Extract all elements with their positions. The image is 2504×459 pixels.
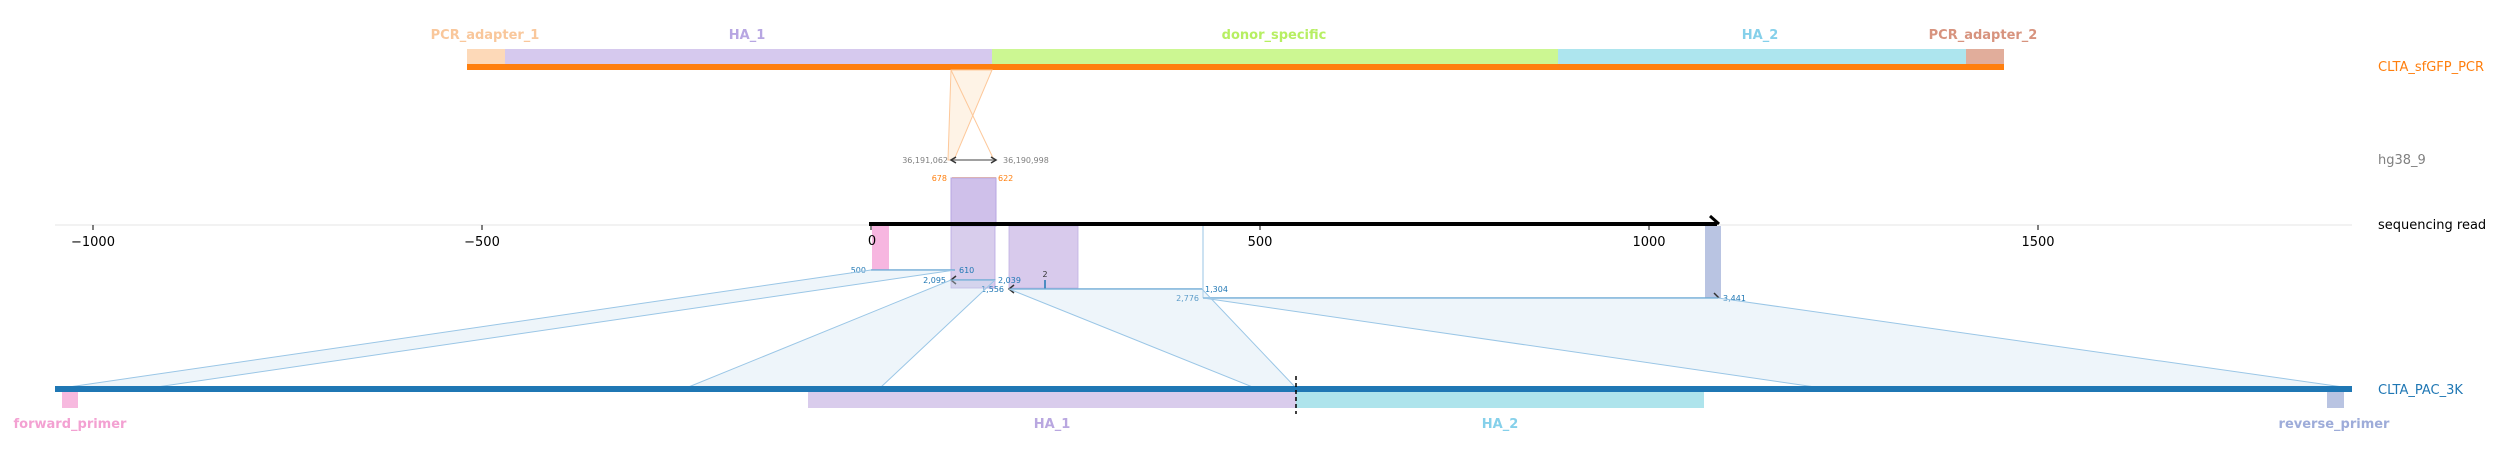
pac-feature-forward-primer-bar — [62, 392, 78, 408]
read-alignment-blocks — [872, 177, 1721, 298]
pac-alignment-2-start: 2,095 — [923, 276, 946, 285]
pcr-feature-ha1-bar — [505, 49, 992, 65]
pcr-feature-label-ha1: HA_1 — [729, 28, 766, 43]
pcr-feature-label-pcr-adapter-2: PCR_adapter_2 — [1929, 28, 2038, 43]
pac-feature-label-reverse-primer: reverse_primer — [2279, 417, 2391, 432]
pcr-feature-label-ha2: HA_2 — [1742, 28, 1779, 43]
genome-arrow-left-icon — [949, 156, 957, 164]
axis-tick-label: 1500 — [2021, 235, 2054, 250]
genome-track: hg38_9 36,191,062 36,190,998 678 622 — [902, 153, 2426, 183]
read-block-reverse-primer — [1705, 226, 1721, 298]
pcr-funnel-shape — [947, 69, 993, 161]
pac-feature-label-ha2: HA_2 — [1482, 417, 1519, 432]
axis-tick-group: −1000 −500 0 500 1000 1500 — [71, 225, 2055, 250]
pcr-reference-line — [467, 64, 2004, 70]
read-track: sequencing read — [869, 214, 2486, 233]
track-label-pcr: CLTA_sfGFP_PCR — [2378, 60, 2484, 75]
pcr-feature-donor-bar — [992, 49, 1558, 65]
pac-alignment-4-end: 3,441 — [1723, 294, 1746, 303]
read-block-pcr-ha1 — [950, 177, 997, 227]
pac-feature-ha1-bar — [808, 392, 1296, 408]
pac-alignment-3-end: 1,304 — [1205, 285, 1228, 294]
pac-connector-4 — [1202, 297, 2351, 389]
track-label-read: sequencing read — [2378, 218, 2486, 233]
pac-feature-label-forward-primer: forward_primer — [14, 417, 128, 432]
axis-tick-label: 1000 — [1632, 235, 1665, 250]
pcr-feature-ha2-bar — [1558, 49, 1966, 65]
pcr-feature-pcr-adapter-2-bar — [1966, 49, 2004, 65]
genome-arrow-right-icon — [990, 156, 998, 164]
pcr-coord-end: 622 — [998, 174, 1013, 183]
axis-tick-label: 0 — [868, 234, 876, 249]
track-label-pac: CLTA_PAC_3K — [2378, 383, 2463, 398]
pac-feature-reverse-primer-bar — [2327, 392, 2344, 408]
genome-coord-start: 36,191,062 — [902, 156, 948, 165]
pac-reference-line — [55, 386, 2352, 392]
pac-alignment-4-start: 2,776 — [1176, 294, 1199, 303]
pcr-feature-label-pcr-adapter-1: PCR_adapter_1 — [431, 28, 540, 43]
pac-connectors — [61, 269, 2351, 389]
pac-alignment-4-arrow-icon — [1713, 292, 1720, 299]
pcr-alignment-connector — [947, 69, 995, 161]
track-label-genome: hg38_9 — [2378, 153, 2426, 168]
read-block-ha1-grey — [950, 225, 996, 289]
pcr-track: PCR_adapter_1 HA_1 donor_specific HA_2 P… — [431, 28, 2484, 75]
pac-feature-label-ha1: HA_1 — [1034, 417, 1071, 432]
pac-alignment-1-start: 500 — [851, 266, 866, 275]
pac-alignment-2-end: 2,039 — [998, 276, 1021, 285]
read-arrow-icon — [1709, 214, 1720, 226]
pcr-coord-start: 678 — [932, 174, 947, 183]
axis-tick-label: −1000 — [71, 235, 115, 250]
pcr-funnel-cross — [950, 69, 995, 161]
pac-track: forward_primer HA_1 HA_2 reverse_primer … — [14, 376, 2463, 432]
axis-tick-label: 500 — [1248, 235, 1273, 250]
pac-alignment-1-end: 610 — [959, 266, 974, 275]
pac-marker-2: 2 — [1042, 270, 1047, 279]
pcr-feature-label-donor: donor_specific — [1222, 28, 1327, 43]
read-block-pink — [872, 226, 889, 270]
pac-alignment-3-start: 1,556 — [981, 285, 1004, 294]
pac-feature-ha2-bar — [1296, 392, 1704, 408]
pcr-feature-pcr-adapter-1-bar — [467, 49, 505, 65]
genome-coord-end: 36,190,998 — [1003, 156, 1049, 165]
axis-tick-label: −500 — [464, 235, 500, 250]
read-block-ha1-right — [1008, 225, 1079, 289]
